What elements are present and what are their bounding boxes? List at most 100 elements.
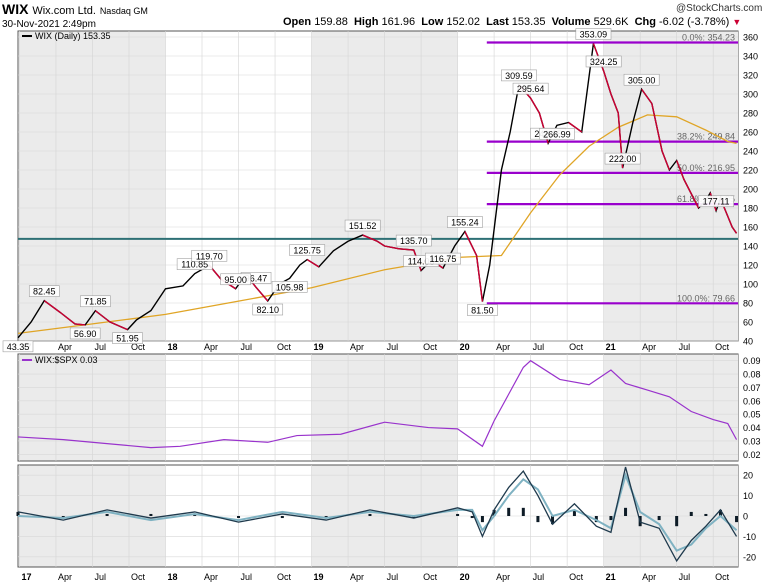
credit: @StockCharts.com	[676, 3, 763, 14]
value-annotation: 135.70	[400, 236, 428, 246]
x-tick-label: Oct	[715, 342, 730, 352]
x-tick-label: Jul	[94, 342, 106, 352]
y-tick-label: 60	[743, 318, 753, 328]
volume-label: Volume	[551, 16, 591, 28]
y-tick-label: 140	[743, 242, 758, 252]
last-value: 153.35	[511, 16, 546, 28]
histogram-bar	[105, 513, 109, 516]
value-annotation-box	[220, 273, 251, 286]
price-down-segment	[464, 231, 478, 256]
ratio-line	[17, 359, 738, 449]
x-tick-label: 20	[460, 342, 470, 352]
histogram-bar	[735, 516, 739, 523]
x-tick-label: Oct	[277, 342, 292, 352]
y-tick-label: 0.07	[743, 383, 761, 393]
y-tick-label: 0.03	[743, 436, 761, 446]
value-annotation: 119.70	[196, 251, 223, 261]
value-annotation-box	[539, 128, 575, 140]
price-down-segment	[59, 311, 76, 325]
histogram-bar	[237, 516, 241, 519]
open-label: Open	[283, 16, 312, 28]
fib-label: 38.2%: 249.84	[677, 132, 735, 142]
price-down-segment	[362, 234, 378, 242]
histogram-bar	[61, 516, 65, 519]
value-annotation: 95.00	[224, 275, 247, 285]
value-annotation-box	[252, 303, 284, 316]
y-tick-label: 300	[743, 90, 758, 100]
moving-average-line	[17, 114, 737, 335]
histogram-bar	[689, 511, 693, 516]
x-tick-label: 18	[168, 572, 178, 582]
value-annotation: 114.08	[408, 257, 435, 267]
exchange: Nasdaq GM	[99, 6, 148, 16]
histogram-bar	[521, 507, 525, 516]
y-tick-label: 0	[743, 512, 748, 522]
company-name: Wix.com Ltd.	[32, 5, 96, 17]
legend-label: WIX (Daily) 153.35	[35, 31, 111, 41]
value-annotation-box	[425, 252, 461, 265]
chg-label: Chg	[634, 16, 656, 28]
price-down-segment	[475, 255, 484, 302]
price-down-segment	[676, 160, 685, 180]
x-tick-label: Apr	[496, 342, 510, 352]
value-annotation-box	[512, 82, 549, 95]
price-down-segment	[610, 93, 619, 114]
x-tick-label: Oct	[423, 572, 438, 582]
value-annotation: 105.98	[276, 282, 304, 292]
x-tick-label: 18	[168, 342, 178, 352]
x-tick-label: Jul	[241, 342, 253, 352]
x-tick-label: Apr	[204, 342, 218, 352]
down-arrow-icon: ▼	[732, 17, 742, 27]
histogram-bar	[718, 509, 722, 516]
fib-label: 50.0%: 216.95	[677, 163, 735, 173]
value-annotation-box	[28, 285, 60, 297]
value-annotation-box	[446, 216, 483, 228]
price-down-segment	[651, 103, 663, 152]
y-tick-label: 240	[743, 147, 758, 157]
y-tick-label: 320	[743, 71, 758, 81]
x-tick-label: Oct	[277, 572, 292, 582]
value-annotation: 266.99	[543, 129, 571, 139]
y-tick-label: 180	[743, 204, 758, 214]
y-tick-label: 40	[743, 337, 753, 347]
value-annotation: 81.50	[471, 306, 494, 316]
price-down-segment	[376, 240, 385, 247]
value-annotation: 43.35	[7, 342, 30, 352]
y-tick-label: 340	[743, 52, 758, 62]
y-tick-label: 360	[743, 33, 758, 43]
price-down-segment	[683, 179, 692, 195]
value-annotation-box	[69, 327, 101, 340]
value-annotation-box	[271, 281, 308, 293]
value-annotation: 309.59	[505, 71, 533, 81]
y-tick-label: 100	[743, 280, 758, 290]
value-annotation: 222.00	[609, 154, 637, 164]
histogram-bar	[193, 513, 197, 516]
x-tick-label: 19	[314, 342, 324, 352]
histogram-bar	[412, 516, 416, 519]
fib-label: 0.0%: 354.23	[682, 32, 735, 42]
value-annotation-box	[191, 249, 228, 262]
x-tick-label: 20	[460, 572, 470, 582]
x-tick-label: Apr	[58, 342, 72, 352]
price-down-segment	[731, 226, 738, 234]
value-annotation-box	[344, 219, 381, 232]
y-tick-label: 200	[743, 185, 758, 195]
value-annotation-box	[501, 69, 537, 82]
y-tick-label: -20	[743, 552, 756, 562]
x-tick-label: Apr	[58, 572, 72, 582]
value-annotation: 116.75	[430, 254, 457, 264]
y-tick-label: 20	[743, 471, 753, 481]
y-tick-label: -10	[743, 532, 756, 542]
x-tick-label: Jul	[679, 572, 691, 582]
y-tick-label: 260	[743, 128, 758, 138]
histogram-bar	[704, 513, 708, 516]
y-tick-label: 10	[743, 491, 753, 501]
x-tick-label: Apr	[350, 572, 364, 582]
value-annotation-box	[623, 73, 660, 86]
x-tick-label: 21	[606, 342, 616, 352]
value-annotation-box	[2, 340, 34, 353]
price-down-segment	[725, 212, 733, 228]
date-time: 30-Nov-2021 2:49pm	[2, 19, 96, 30]
y-tick-label: 0.05	[743, 410, 761, 420]
